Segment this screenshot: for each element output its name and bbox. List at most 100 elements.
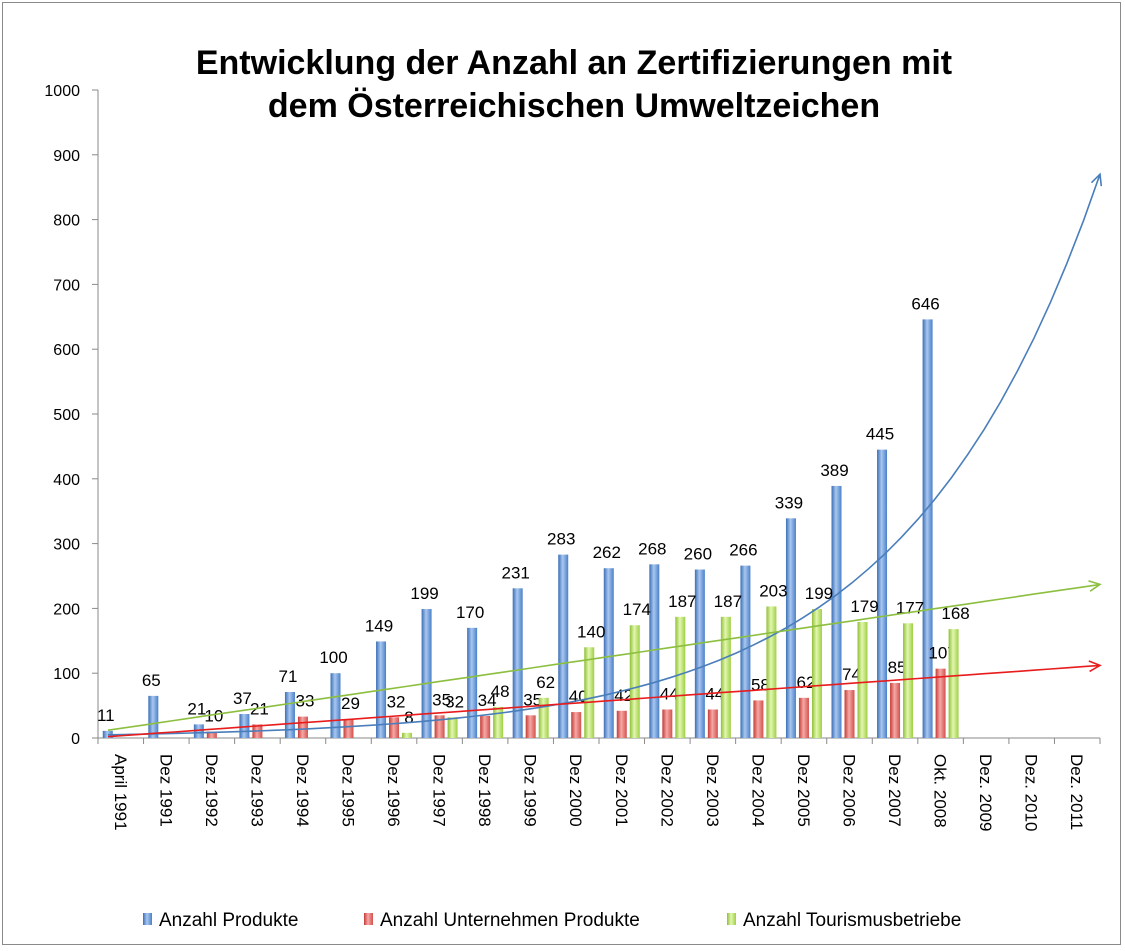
x-tick-label: Dez. 2009: [976, 754, 995, 832]
data-label-2-9: 62: [536, 673, 555, 692]
x-tick-label: Dez 1992: [202, 754, 221, 827]
y-tick-label: 100: [53, 666, 80, 683]
bar-1-8: [480, 715, 491, 738]
x-tick-label: April 1991: [111, 754, 130, 831]
data-label-0-11: 262: [593, 543, 621, 562]
x-tick-label: Dez 2003: [703, 754, 722, 827]
x-tick-label: Dez 1995: [339, 754, 358, 827]
y-tick-label: 400: [53, 472, 80, 489]
bar-2-15: [811, 609, 822, 738]
data-label-0-9: 231: [501, 563, 529, 582]
bar-0-0: [102, 730, 113, 738]
y-tick-label: 1000: [44, 83, 80, 100]
bar-0-4: [284, 691, 295, 738]
x-tick-label: Okt. 2008: [931, 754, 950, 828]
chart: Entwicklung der Anzahl an Zertifizierung…: [44, 44, 1103, 931]
bar-0-13: [694, 569, 705, 738]
legend-swatch-2: [727, 913, 736, 925]
bar-0-18: [922, 319, 933, 738]
x-tick-label: Dez 1996: [384, 754, 403, 827]
bar-2-13: [720, 616, 731, 738]
bar-0-10: [558, 554, 569, 738]
bar-2-18: [948, 629, 959, 738]
x-tick-label: Dez 2007: [885, 754, 904, 827]
data-label-1-9: 35: [523, 690, 542, 709]
bar-1-11: [616, 710, 627, 738]
data-label-0-16: 389: [820, 461, 848, 480]
bar-2-11: [629, 625, 640, 738]
y-tick-label: 900: [53, 148, 80, 165]
trendline-arrow-1: [1088, 660, 1102, 673]
data-label-2-12: 187: [668, 592, 696, 611]
bar-2-6: [402, 732, 413, 738]
legend-swatch-1: [364, 913, 373, 925]
data-label-0-7: 199: [410, 584, 438, 603]
data-label-2-14: 203: [759, 581, 787, 600]
data-label-1-12: 44: [660, 684, 679, 703]
data-label-0-0: 11: [97, 706, 115, 725]
y-tick-label: 500: [53, 407, 80, 424]
data-label-1-16: 74: [842, 665, 861, 684]
data-label-0-3: 37: [233, 689, 252, 708]
x-tick-label: Dez. 2011: [1067, 754, 1086, 830]
data-label-2-15: 199: [805, 584, 833, 603]
chart-title-line-1: Entwicklung der Anzahl an Zertifizierung…: [196, 44, 952, 82]
data-label-0-2: 21: [187, 699, 206, 718]
legend-label-0: Anzahl Produkte: [159, 910, 298, 931]
bar-0-8: [467, 627, 478, 738]
data-label-0-10: 283: [547, 530, 575, 549]
x-tick-label: Dez 2001: [612, 754, 631, 827]
y-tick-label: 0: [71, 731, 80, 748]
bar-1-4: [297, 716, 308, 738]
x-tick-label: Dez 2000: [566, 754, 585, 827]
bar-0-14: [740, 565, 751, 738]
bar-0-11: [603, 568, 614, 738]
trendline-2: [107, 583, 1101, 731]
y-tick-label: 300: [53, 537, 80, 554]
bar-0-7: [421, 609, 432, 738]
x-tick-label: Dez 1994: [293, 754, 312, 827]
x-tick-label: Dez 1998: [475, 754, 494, 827]
bar-2-9: [538, 697, 549, 738]
data-label-2-16: 179: [850, 597, 878, 616]
bar-0-1: [148, 695, 159, 738]
data-label-0-13: 260: [684, 545, 712, 564]
bar-1-7: [434, 715, 445, 738]
bar-0-17: [877, 449, 888, 738]
legend: Anzahl Produkte Anzahl Unternehmen Produk…: [143, 910, 961, 931]
x-tick-label: Dez 1993: [247, 754, 266, 827]
data-label-2-8: 48: [491, 682, 510, 701]
bar-1-16: [844, 690, 855, 738]
data-label-0-15: 339: [775, 493, 803, 512]
data-label-0-14: 266: [729, 541, 757, 560]
bar-0-9: [512, 588, 523, 738]
data-label-2-11: 174: [623, 600, 651, 619]
legend-label-2: Anzahl Tourismusbetriebe: [743, 910, 961, 931]
data-label-0-18: 646: [911, 294, 939, 313]
x-tick-label: Dez 1991: [156, 754, 175, 827]
bar-2-7: [447, 717, 458, 738]
y-tick-label: 600: [53, 342, 80, 359]
data-label-0-6: 149: [365, 616, 393, 635]
data-label-2-6: 8: [404, 708, 413, 727]
trendline-0: [107, 173, 1101, 736]
data-label-0-4: 71: [278, 667, 297, 686]
data-label-0-1: 65: [142, 671, 161, 690]
bar-2-10: [584, 647, 595, 738]
bar-0-16: [831, 485, 842, 738]
data-label-1-5: 29: [341, 694, 360, 713]
trendline-arrow-2: [1088, 580, 1102, 592]
chart-title-line-2: dem Österreichischen Umweltzeichen: [268, 87, 880, 125]
x-tick-label: Dez 2005: [794, 754, 813, 827]
legend-label-1: Anzahl Unternehmen Produkte: [380, 910, 640, 931]
bar-0-2: [193, 724, 204, 738]
bar-1-9: [525, 715, 536, 738]
legend-swatch-0: [143, 913, 152, 925]
bar-1-14: [753, 700, 764, 738]
bar-1-12: [662, 709, 673, 738]
trendline-1: [107, 664, 1101, 738]
bar-2-8: [493, 706, 504, 738]
x-tick-label: Dez 2004: [748, 754, 767, 827]
data-label-1-3: 21: [250, 699, 269, 718]
